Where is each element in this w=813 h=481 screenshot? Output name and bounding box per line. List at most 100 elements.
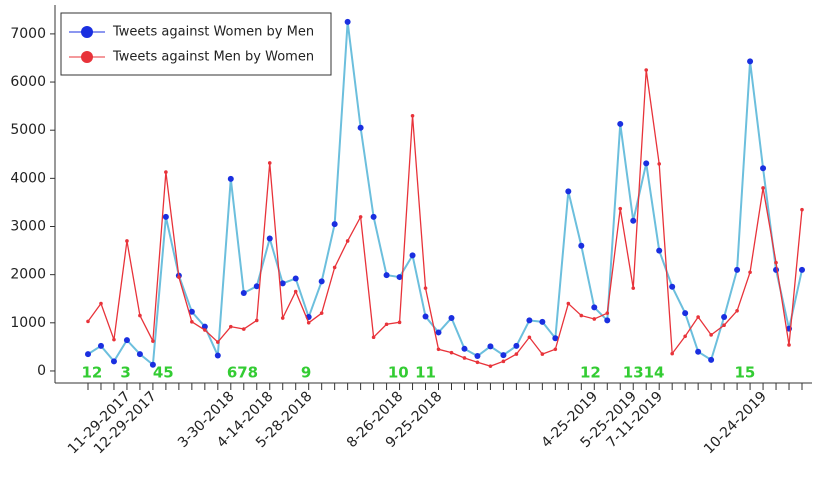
point bbox=[383, 272, 390, 279]
point bbox=[332, 265, 337, 270]
point bbox=[216, 340, 220, 344]
point bbox=[162, 213, 169, 220]
point bbox=[578, 242, 585, 249]
point bbox=[683, 334, 687, 339]
annotation: 678 bbox=[227, 364, 258, 382]
point bbox=[422, 313, 429, 320]
point bbox=[462, 356, 467, 360]
point bbox=[604, 317, 611, 324]
point bbox=[461, 345, 468, 352]
point bbox=[370, 213, 377, 220]
point bbox=[487, 343, 494, 350]
point bbox=[448, 314, 455, 321]
point bbox=[266, 235, 273, 242]
point bbox=[396, 274, 403, 281]
point bbox=[149, 361, 156, 368]
y-tick-label: 7000 bbox=[10, 26, 46, 42]
point bbox=[85, 351, 91, 358]
point bbox=[123, 337, 130, 344]
point bbox=[227, 175, 234, 182]
point bbox=[488, 364, 493, 368]
point bbox=[579, 313, 584, 318]
point bbox=[656, 247, 663, 254]
point bbox=[800, 207, 804, 212]
annotation: 11 bbox=[415, 364, 436, 382]
point bbox=[708, 356, 715, 363]
point bbox=[500, 352, 507, 359]
x-tick-label: 10-24-2019 bbox=[701, 389, 770, 458]
point bbox=[449, 350, 454, 355]
point bbox=[540, 352, 545, 356]
point bbox=[682, 310, 689, 317]
point bbox=[97, 342, 104, 349]
point bbox=[397, 320, 402, 325]
point bbox=[241, 327, 246, 331]
point bbox=[799, 266, 805, 273]
point bbox=[240, 289, 247, 296]
point bbox=[526, 317, 533, 324]
point bbox=[190, 320, 194, 324]
point bbox=[735, 308, 739, 313]
point bbox=[721, 314, 728, 321]
point bbox=[384, 322, 389, 327]
annotation: 13 bbox=[623, 364, 644, 382]
point bbox=[188, 308, 195, 315]
point bbox=[138, 313, 142, 318]
point bbox=[618, 206, 623, 211]
annotation: 10 bbox=[388, 364, 409, 382]
legend-marker bbox=[81, 51, 93, 63]
point bbox=[112, 337, 116, 342]
point bbox=[513, 342, 520, 349]
y-tick-label: 2000 bbox=[10, 267, 46, 283]
point bbox=[644, 68, 649, 72]
point bbox=[475, 360, 480, 365]
point bbox=[110, 358, 117, 365]
annotation: 45 bbox=[153, 364, 174, 382]
legend-box bbox=[60, 12, 332, 76]
y-tick-label: 0 bbox=[37, 363, 46, 379]
y-tick-label: 6000 bbox=[10, 74, 46, 90]
point bbox=[514, 352, 519, 356]
point bbox=[605, 311, 610, 315]
y-tick-label: 3000 bbox=[10, 219, 46, 235]
point bbox=[553, 347, 558, 352]
point bbox=[747, 58, 754, 65]
point bbox=[474, 353, 481, 360]
legend-label: Tweets against Women by Men bbox=[112, 25, 314, 40]
point bbox=[592, 317, 597, 321]
point bbox=[748, 270, 752, 275]
point bbox=[267, 161, 272, 165]
point bbox=[501, 359, 506, 364]
point bbox=[787, 343, 791, 347]
point bbox=[696, 315, 700, 319]
point bbox=[734, 266, 741, 273]
point bbox=[318, 278, 325, 285]
point bbox=[669, 283, 676, 290]
point bbox=[86, 319, 90, 324]
point bbox=[617, 120, 624, 127]
point bbox=[345, 239, 350, 243]
point bbox=[552, 335, 559, 342]
point bbox=[566, 301, 571, 306]
point bbox=[292, 275, 299, 282]
point bbox=[695, 348, 702, 355]
point bbox=[254, 318, 259, 323]
point bbox=[539, 318, 546, 325]
point bbox=[280, 316, 285, 320]
point bbox=[657, 162, 661, 166]
point bbox=[643, 160, 650, 167]
point bbox=[591, 304, 598, 311]
y-tick-label: 4000 bbox=[10, 170, 46, 186]
point bbox=[774, 260, 778, 265]
y-tick-label: 1000 bbox=[10, 315, 46, 331]
point bbox=[201, 323, 208, 330]
point bbox=[722, 323, 726, 328]
point bbox=[358, 215, 363, 219]
point bbox=[253, 283, 260, 290]
point bbox=[410, 113, 415, 118]
point bbox=[565, 188, 572, 195]
point bbox=[761, 186, 765, 190]
point bbox=[306, 321, 311, 325]
point bbox=[214, 352, 221, 359]
